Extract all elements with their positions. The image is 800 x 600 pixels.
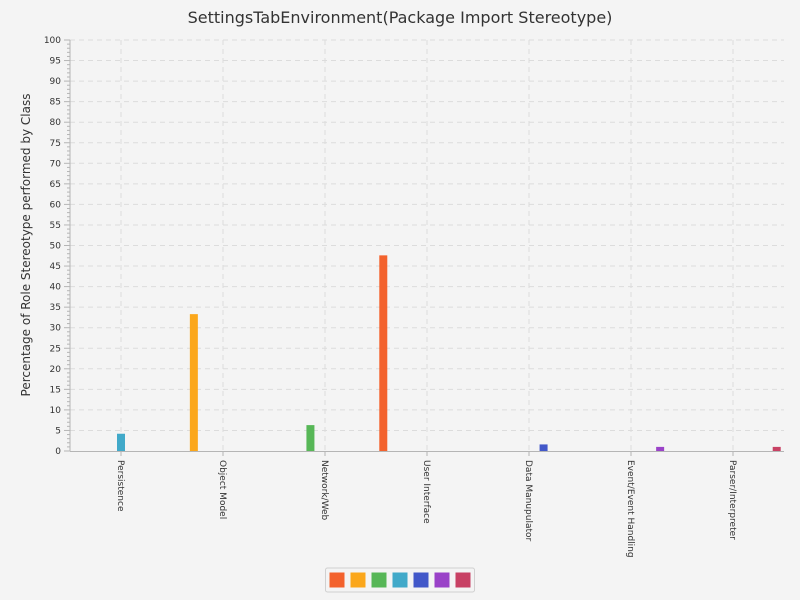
bar-data-manupulator	[539, 444, 548, 451]
y-tick-label: 60	[50, 200, 62, 210]
y-tick-label: 55	[50, 221, 61, 231]
y-tick-label: 90	[50, 77, 62, 87]
bars	[117, 255, 781, 451]
legend	[325, 567, 475, 593]
bar-event-event-handling	[656, 446, 665, 451]
y-axis-label: Percentage of Role Stereotype performed …	[19, 94, 33, 397]
x-tick-label: Parser/Interpreter	[727, 460, 737, 540]
bar-network-web	[306, 425, 315, 451]
legend-swatch	[434, 572, 450, 588]
axes: 0 5 10 15 20 25 30 35 40 45 50 55 60 65 70 75 80 85 90 95 10…	[44, 36, 784, 558]
legend-swatch	[350, 572, 366, 588]
y-tick-label: 20	[50, 365, 62, 375]
y-tick-label: 0	[55, 447, 61, 457]
y-tick-label: 70	[50, 159, 62, 169]
y-tick-label: 10	[50, 406, 62, 416]
bar-persistence	[117, 433, 125, 451]
x-tick-label: Network/Web	[319, 460, 329, 521]
y-tick-label: 95	[50, 57, 61, 67]
x-tick-label: Persistence	[115, 460, 125, 512]
legend-swatch	[413, 572, 429, 588]
legend-swatch	[455, 572, 471, 588]
x-tick-label: Object Model	[217, 460, 227, 519]
y-tick-label: 40	[50, 283, 62, 293]
x-tick-label: Data Manupulator	[523, 460, 533, 542]
y-tick-label: 25	[50, 344, 61, 354]
y-tick-label: 75	[50, 139, 61, 149]
y-tick-label: 35	[50, 303, 61, 313]
y-tick-label: 45	[50, 262, 61, 272]
bar-user-interface	[379, 255, 388, 451]
y-tick-label: 80	[50, 118, 62, 128]
y-tick-label: 5	[55, 426, 61, 436]
y-tick-label: 85	[50, 98, 61, 108]
legend-swatch	[392, 572, 408, 588]
x-tick-label: User Interface	[421, 460, 431, 524]
y-tick-label: 15	[50, 385, 61, 395]
y-tick-label: 30	[50, 324, 62, 334]
grid	[70, 39, 784, 451]
chart-title: SettingsTabEnvironment(Package Import St…	[188, 8, 613, 27]
bar-parser-interpreter	[772, 446, 781, 451]
x-tick-label: Event/Event Handling	[625, 460, 635, 558]
legend-swatch	[371, 572, 387, 588]
bar-object-model	[189, 314, 198, 451]
y-tick-label: 50	[50, 242, 62, 252]
legend-swatch	[329, 572, 345, 588]
y-tick-label: 100	[44, 36, 61, 46]
y-tick-label: 65	[50, 180, 61, 190]
